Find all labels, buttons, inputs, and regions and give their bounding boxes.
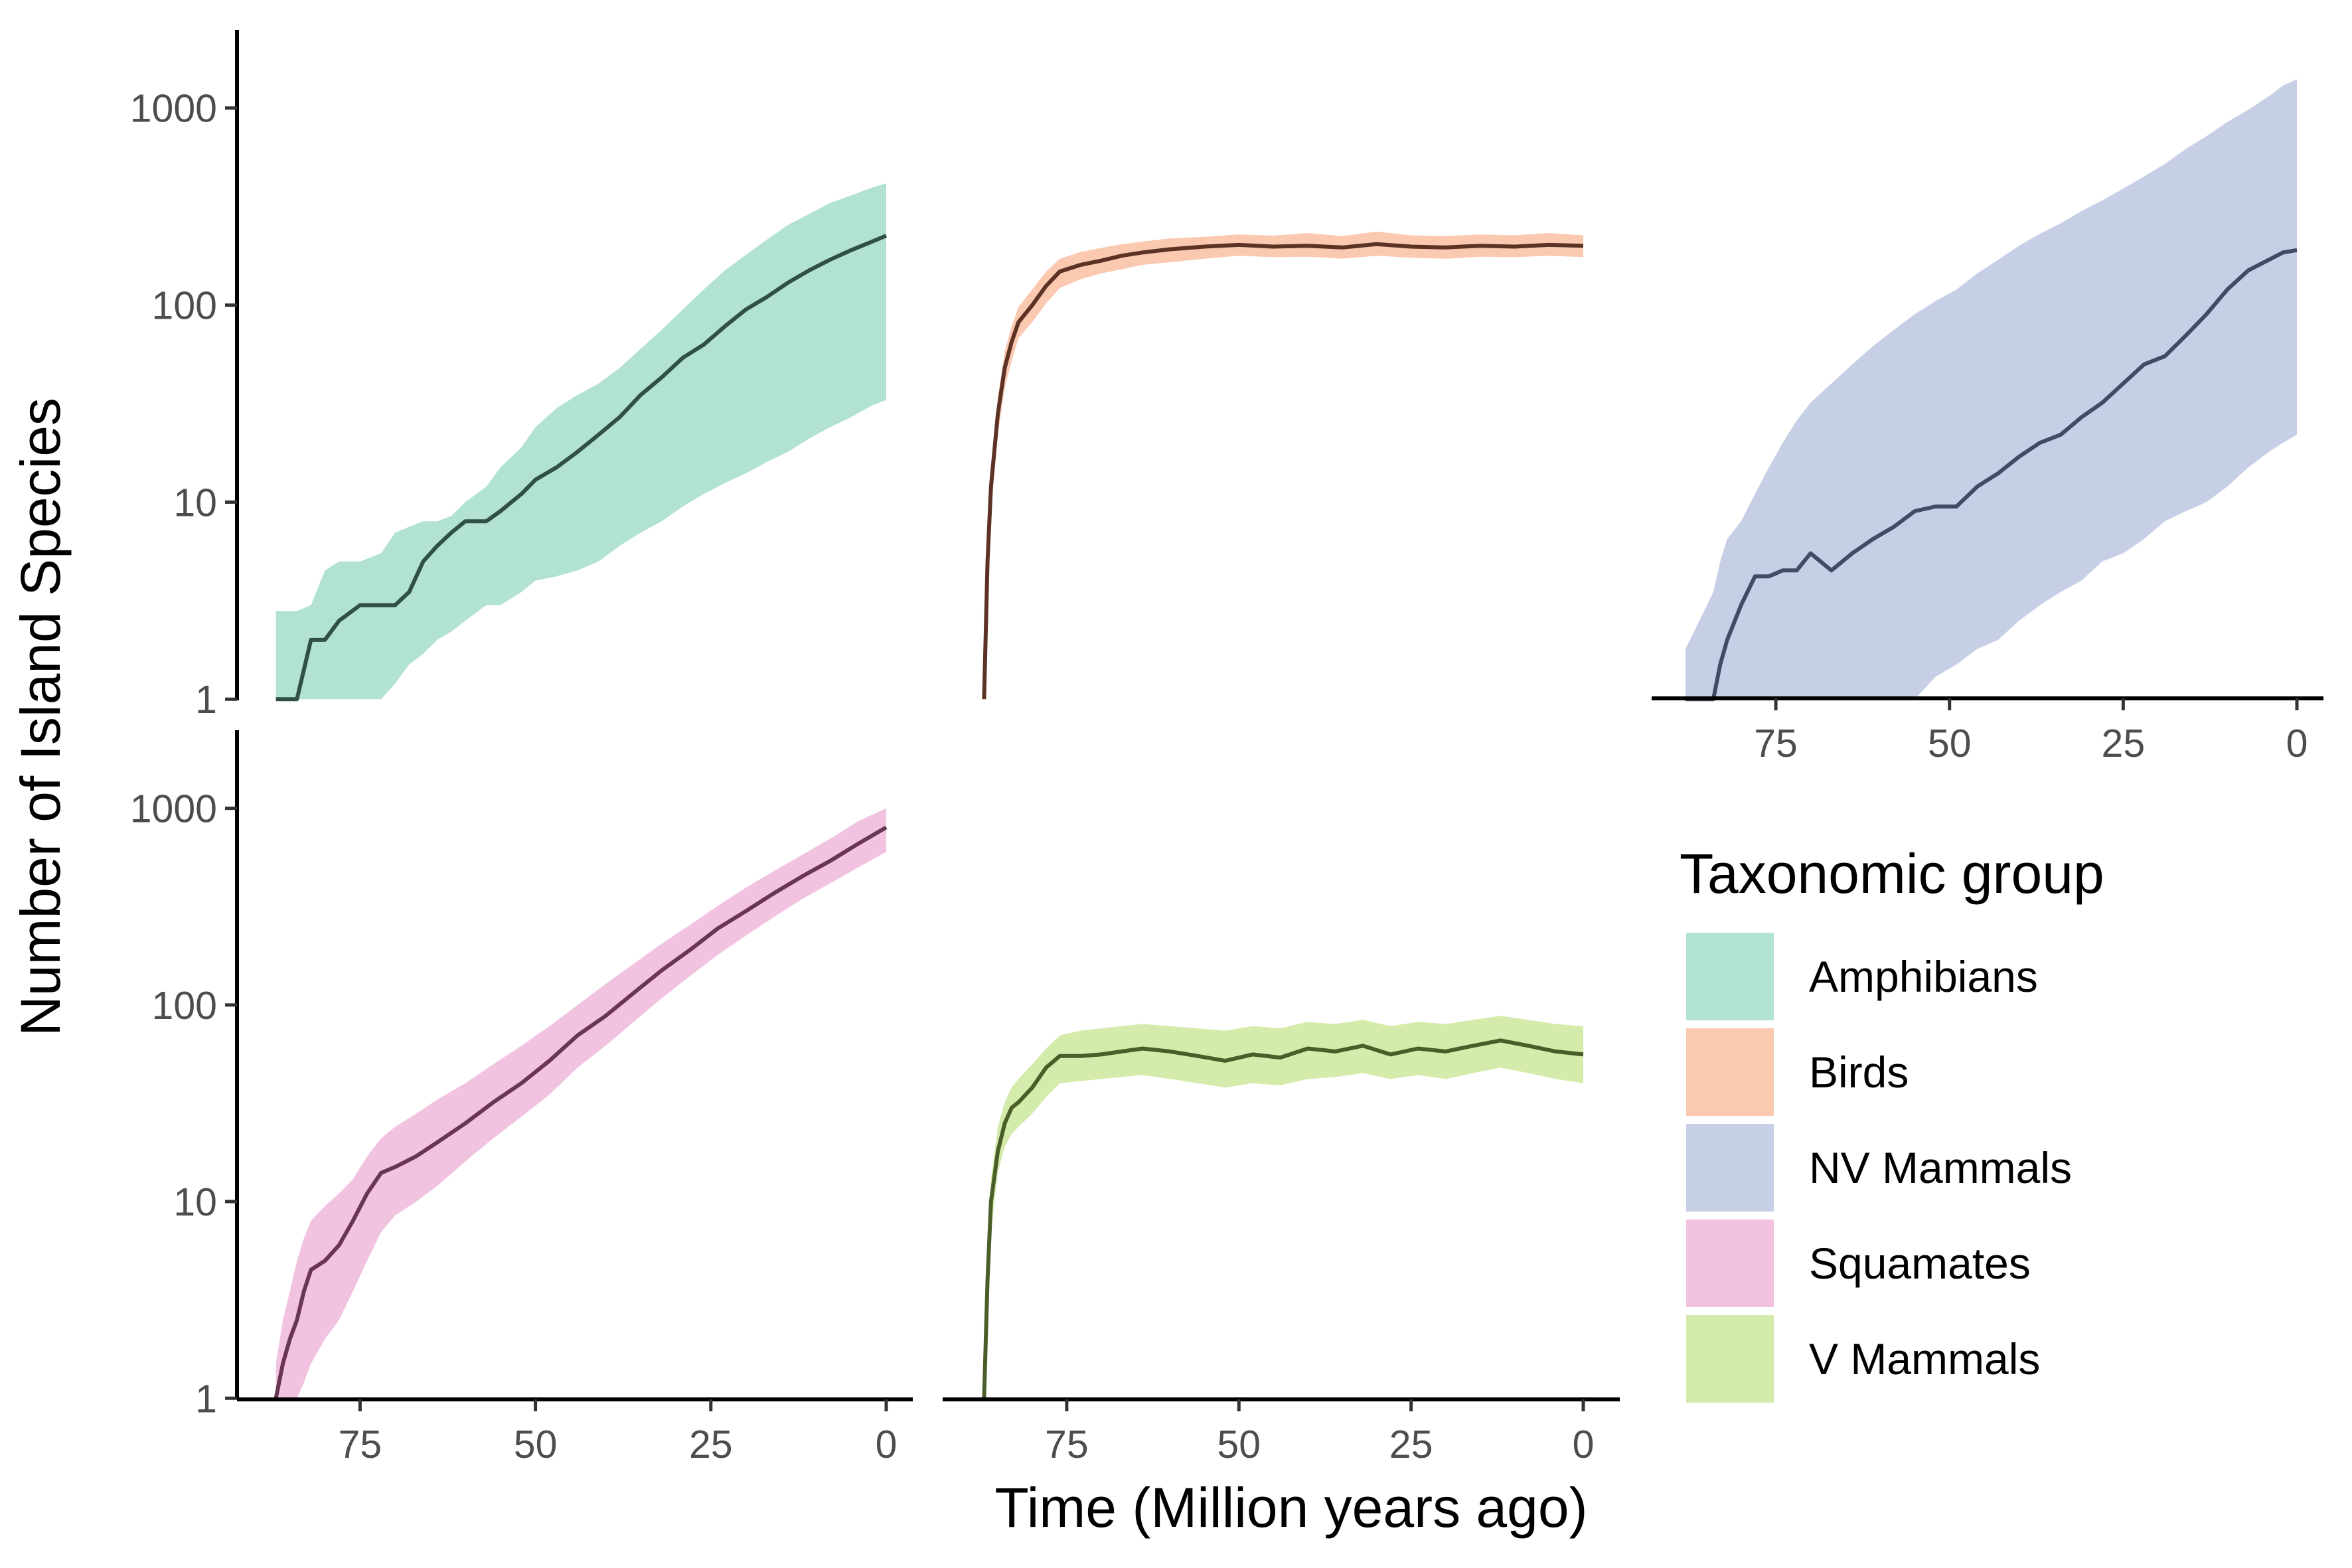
legend-swatch-amphibians <box>1686 933 1774 1020</box>
x-tick-label: 50 <box>1217 1423 1261 1466</box>
y-tick-label: 10 <box>173 481 217 524</box>
y-tick-label: 100 <box>152 284 217 328</box>
panels-group: 1 10 100 1000 1 10 100 1000 75 50 25 0 75 50 25 0 75 50 25… <box>130 30 2323 1466</box>
x-tick-label: 25 <box>1389 1423 1433 1466</box>
y-tick-label: 10 <box>173 1180 217 1224</box>
legend-swatch-v-mammals <box>1686 1315 1774 1403</box>
mean-line-squamates <box>274 825 888 1399</box>
ribbon-nv-mammals <box>1686 79 2297 700</box>
y-tick-label: 1000 <box>130 787 217 831</box>
y-axis-title: Number of Island Species <box>9 398 72 1036</box>
legend-title: Taxonomic group <box>1680 842 2104 905</box>
legend-label-squamates: Squamates <box>1809 1239 2031 1288</box>
x-tick-label: 0 <box>2286 722 2308 765</box>
y-tick-label: 100 <box>152 984 217 1028</box>
x-tick-label: 0 <box>1573 1423 1595 1466</box>
legend-swatch-birds <box>1686 1028 1774 1116</box>
mean-line-amphibians <box>275 234 888 702</box>
ribbon-amphibians <box>275 183 887 700</box>
legend-swatch-nv-mammals <box>1686 1124 1774 1212</box>
legend-label-birds: Birds <box>1809 1048 1909 1097</box>
mean-line-birds <box>982 242 1584 700</box>
ribbon-birds <box>984 231 1583 700</box>
panel-birds <box>982 231 1584 700</box>
x-tick-label: 75 <box>1045 1423 1089 1466</box>
legend-swatch-squamates <box>1686 1219 1774 1307</box>
ribbon-v-mammals <box>984 1016 1583 1399</box>
y-tick-label: 1 <box>195 678 217 722</box>
legend: Taxonomic group Amphibians Birds NV Mammal… <box>1680 842 2104 1403</box>
panel-squamates <box>274 808 888 1399</box>
ribbon-squamates <box>275 808 887 1399</box>
x-tick-label: 75 <box>339 1423 382 1466</box>
mean-line-v-mammals <box>982 1038 1584 1399</box>
x-tick-label: 50 <box>1928 722 1972 765</box>
panel-nv-mammals <box>1686 79 2298 702</box>
panel-amphibians <box>275 183 888 702</box>
x-tick-label: 75 <box>1754 722 1798 765</box>
x-tick-label: 25 <box>689 1423 733 1466</box>
mean-line-nv-mammals <box>1686 248 2298 702</box>
x-tick-label: 50 <box>514 1423 558 1466</box>
x-axis-title: Time (Million years ago) <box>994 1476 1587 1539</box>
legend-label-v-mammals: V Mammals <box>1809 1334 2040 1383</box>
legend-label-nv-mammals: NV Mammals <box>1809 1143 2072 1192</box>
panel-v-mammals <box>982 1016 1584 1399</box>
y-tick-label: 1000 <box>130 87 217 131</box>
x-tick-label: 25 <box>2102 722 2146 765</box>
x-tick-label: 0 <box>876 1423 898 1466</box>
y-tick-label: 1 <box>195 1377 217 1421</box>
legend-label-amphibians: Amphibians <box>1809 952 2038 1001</box>
